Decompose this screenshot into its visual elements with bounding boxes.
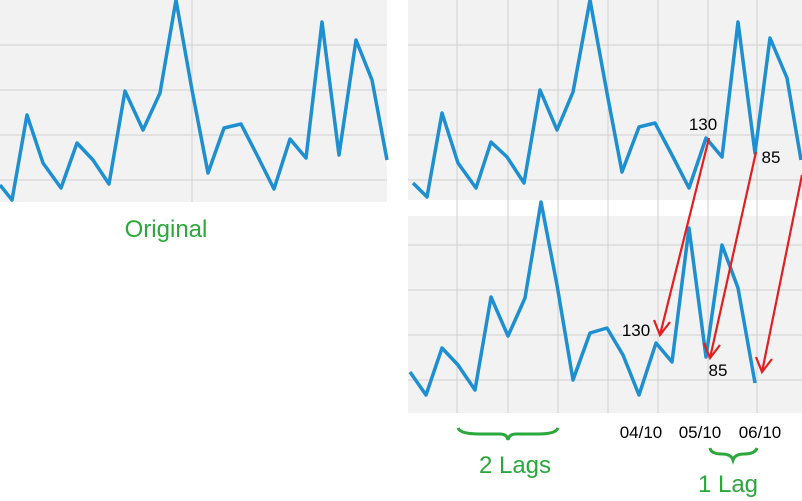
date-label: 06/10: [739, 423, 782, 442]
brace-label: 2 Lags: [479, 452, 551, 479]
date-label: 05/10: [679, 423, 722, 442]
top-panel: [408, 0, 802, 200]
lagged-line: [408, 200, 757, 397]
brace-label: 1 Lag: [698, 471, 758, 498]
annotation: 130: [689, 115, 717, 134]
caption: Original: [125, 216, 208, 243]
original-line: [0, 0, 389, 202]
annotation: 130: [622, 321, 650, 340]
lag-arrows: [652, 137, 802, 375]
top-line: [411, 0, 802, 199]
brace: [708, 447, 759, 465]
date-label: 04/10: [620, 423, 663, 442]
brace: [456, 427, 560, 441]
annotation: 85: [709, 361, 728, 380]
annotation: 85: [762, 148, 781, 167]
